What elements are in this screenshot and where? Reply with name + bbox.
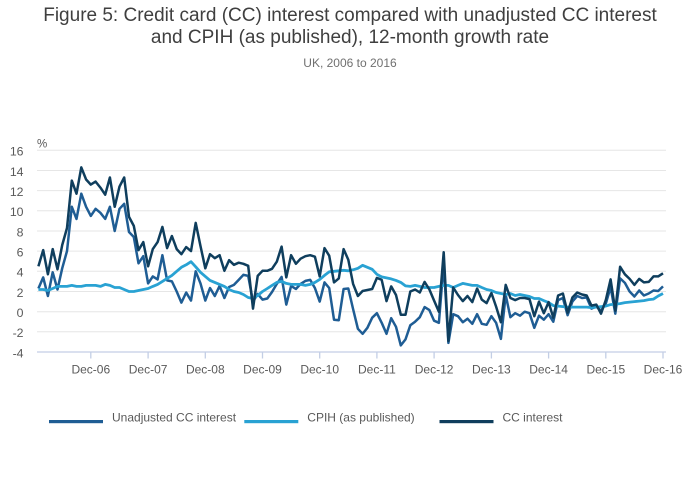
- svg-text:Dec-07: Dec-07: [129, 363, 168, 377]
- svg-text:%: %: [37, 139, 47, 151]
- svg-text:Dec-10: Dec-10: [300, 363, 339, 377]
- svg-text:4: 4: [17, 266, 24, 280]
- svg-text:-2: -2: [13, 326, 24, 340]
- svg-text:-4: -4: [13, 346, 24, 360]
- svg-text:CPIH (as published): CPIH (as published): [307, 411, 414, 425]
- svg-text:Dec-16: Dec-16: [644, 363, 683, 377]
- svg-text:Dec-11: Dec-11: [358, 363, 396, 377]
- svg-text:Dec-12: Dec-12: [415, 363, 454, 377]
- svg-text:Dec-15: Dec-15: [586, 363, 625, 377]
- svg-text:CC interest: CC interest: [503, 411, 564, 425]
- svg-text:Dec-09: Dec-09: [243, 363, 282, 377]
- svg-text:0: 0: [17, 306, 24, 320]
- svg-text:Dec-06: Dec-06: [71, 363, 110, 377]
- svg-text:Dec-14: Dec-14: [529, 363, 568, 377]
- svg-text:10: 10: [10, 205, 24, 219]
- svg-text:6: 6: [17, 245, 24, 259]
- svg-text:Dec-13: Dec-13: [472, 363, 511, 377]
- svg-text:2: 2: [17, 286, 24, 300]
- svg-text:14: 14: [10, 165, 24, 179]
- svg-text:Unadjusted CC interest: Unadjusted CC interest: [112, 411, 237, 425]
- svg-text:16: 16: [10, 145, 24, 159]
- svg-text:8: 8: [17, 225, 24, 239]
- svg-text:12: 12: [10, 185, 24, 199]
- svg-text:Dec-08: Dec-08: [186, 363, 225, 377]
